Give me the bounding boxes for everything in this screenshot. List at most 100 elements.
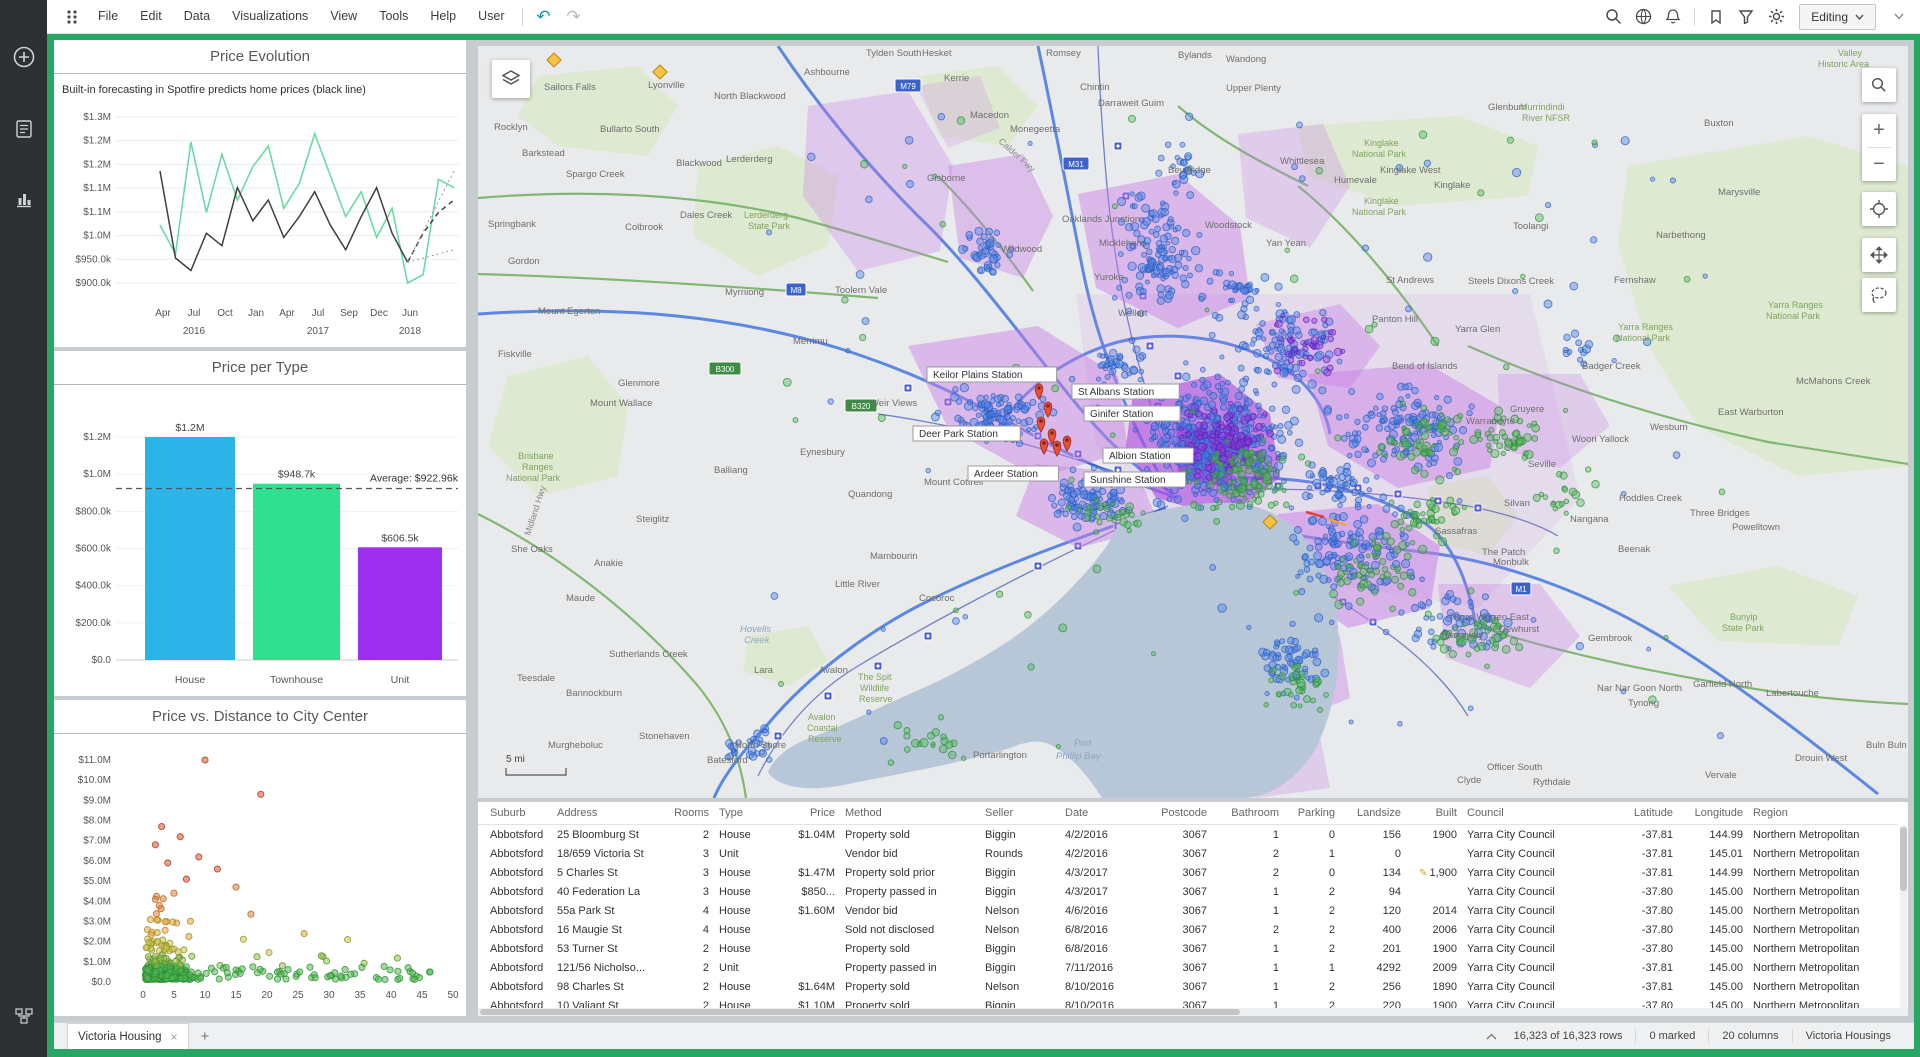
- column-header-bathroom[interactable]: Bathroom: [1212, 802, 1284, 825]
- price-per-type-panel: Price per Type $1.2M $1.0M $800.0k $600.0k $…: [54, 351, 466, 696]
- map-park-label: State Park: [1722, 623, 1765, 633]
- map-pan-button[interactable]: [1862, 238, 1896, 272]
- menu-user[interactable]: User: [478, 9, 505, 23]
- column-header-address[interactable]: Address: [552, 802, 664, 825]
- map-town-label: North Blackwood: [714, 91, 786, 102]
- svg-text:$400.0k: $400.0k: [75, 581, 112, 592]
- column-header-method[interactable]: Method: [840, 802, 980, 825]
- notifications-button[interactable]: [1658, 2, 1688, 32]
- menu-tools[interactable]: Tools: [379, 9, 409, 23]
- map-town-label: Glenmore: [618, 378, 660, 389]
- gear-icon: [1768, 9, 1784, 24]
- data-in-analysis-button[interactable]: [0, 108, 47, 150]
- zoom-in-button[interactable]: +: [1873, 119, 1885, 141]
- visualization-types-button[interactable]: [0, 178, 47, 220]
- column-header-longitude[interactable]: Longitude: [1678, 802, 1748, 825]
- table-row[interactable]: Abbotsford 25 Bloomburg St 2 House $1.04M Pro…: [490, 828, 1860, 841]
- table-row[interactable]: Abbotsford 18/659 Victoria St 3 Unit Vendor …: [490, 847, 1860, 860]
- undo-button[interactable]: ↶: [529, 2, 559, 32]
- map-town-label: Humevale: [1334, 175, 1377, 186]
- search-icon: [1871, 77, 1886, 92]
- column-header-seller[interactable]: Seller: [980, 802, 1060, 825]
- filters-button[interactable]: [1731, 2, 1761, 32]
- map-town-label: Rocklyn: [494, 122, 528, 133]
- redo-button[interactable]: ↷: [559, 2, 589, 32]
- menu-view[interactable]: View: [330, 9, 358, 23]
- table-vertical-scrollbar[interactable]: [1900, 825, 1907, 1011]
- settings-button[interactable]: [1761, 2, 1791, 32]
- search-button[interactable]: [1598, 2, 1628, 32]
- column-header-council[interactable]: Council: [1462, 802, 1606, 825]
- svg-text:35: 35: [354, 990, 366, 1001]
- collapse-toolbar-button[interactable]: [1884, 2, 1914, 32]
- map-town-label: Colbrook: [625, 222, 663, 233]
- add-page-button[interactable]: +: [200, 1027, 210, 1045]
- data-canvas-button[interactable]: [0, 995, 47, 1037]
- data-table-name-status[interactable]: Victoria Housings: [1791, 1029, 1904, 1043]
- map-town-label: Romsey: [1046, 48, 1081, 59]
- column-header-price[interactable]: Price: [772, 802, 840, 825]
- editing-mode-dropdown[interactable]: Editing: [1799, 3, 1876, 30]
- column-header-rooms[interactable]: Rooms: [664, 802, 714, 825]
- table-horizontal-scrollbar[interactable]: [478, 1008, 1908, 1016]
- column-header-region[interactable]: Region: [1748, 802, 1898, 825]
- svg-text:0: 0: [140, 990, 146, 1001]
- chevron-down-icon: [1855, 14, 1864, 20]
- price-distance-scatter-plot[interactable]: $11.0M $10.0M $9.0M $8.0M $7.0M $6.0M $5.0M $4.…: [54, 700, 466, 1016]
- menu-data[interactable]: Data: [183, 9, 211, 23]
- column-header-latitude[interactable]: Latitude: [1606, 802, 1678, 825]
- svg-text:Jun: Jun: [402, 308, 418, 319]
- map-lasso-select-button[interactable]: [1862, 278, 1896, 312]
- zoom-out-button[interactable]: −: [1873, 153, 1885, 175]
- table-row[interactable]: Abbotsford 98 Charles St 2 House $1.64M Prope…: [490, 980, 1860, 993]
- price-per-type-bar-chart[interactable]: $1.2M $1.0M $800.0k $600.0k $400.0k $200.0k $0…: [54, 351, 466, 696]
- map-town-label: Gembrook: [1588, 633, 1633, 644]
- dashboard-workspace: Price Evolution Built-in forecasting in …: [54, 40, 1914, 1022]
- map-town-label: Ashbourne: [804, 67, 850, 78]
- column-header-landsize[interactable]: Landsize: [1340, 802, 1406, 825]
- map-layers-button[interactable]: [492, 60, 530, 98]
- svg-text:$1.0M: $1.0M: [83, 957, 111, 968]
- map-town-label: Warrandyte: [1466, 416, 1515, 427]
- map-town-label: She Oaks: [511, 544, 553, 555]
- tab-victoria-housing[interactable]: Victoria Housing ×: [67, 1023, 189, 1049]
- table-row[interactable]: Abbotsford 121/56 Nicholso... 2 Unit Propert…: [490, 961, 1860, 974]
- svg-text:$2.0M: $2.0M: [83, 937, 111, 948]
- menu-help[interactable]: Help: [430, 9, 457, 23]
- map-town-label: Labertouche: [1766, 688, 1819, 699]
- menu-file[interactable]: File: [98, 9, 119, 23]
- svg-text:Jul: Jul: [188, 308, 201, 319]
- web-player-button[interactable]: [1628, 2, 1658, 32]
- bookmarks-button[interactable]: [1701, 2, 1731, 32]
- chevron-up-icon[interactable]: [1486, 1033, 1497, 1040]
- svg-text:$1.2M: $1.2M: [83, 432, 111, 443]
- svg-text:20: 20: [261, 990, 273, 1001]
- menu-visualizations[interactable]: Visualizations: [232, 9, 309, 23]
- map-town-label: Maude: [566, 593, 595, 604]
- map-reset-zoom-button[interactable]: [1862, 192, 1896, 226]
- map-town-label: Little River: [835, 579, 880, 590]
- map-town-label: Hesket: [922, 48, 952, 59]
- table-row[interactable]: Abbotsford 5 Charles St 3 House $1.47M Proper…: [490, 866, 1860, 879]
- housing-data-table[interactable]: Suburb Address Rooms Type Price Method Seller D…: [478, 802, 1898, 1015]
- table-row[interactable]: Abbotsford 55a Park St 4 House $1.60M Vendor …: [490, 904, 1860, 917]
- add-visualization-button[interactable]: [0, 36, 47, 78]
- map-town-label: Upper Plenty: [1226, 83, 1281, 94]
- map-town-label: Tynong: [1628, 698, 1659, 709]
- price-evolution-line-chart[interactable]: $1.3M $1.2M $1.2M $1.1M $1.1M $1.0M $950.0k $90…: [54, 40, 466, 347]
- column-header-built[interactable]: Built: [1406, 802, 1462, 825]
- table-row[interactable]: Abbotsford 40 Federation La 3 House $850... P…: [490, 885, 1860, 898]
- table-row[interactable]: Abbotsford 53 Turner St 2 House Property sol…: [490, 942, 1860, 955]
- plus-circle-icon: [13, 46, 34, 68]
- table-row[interactable]: Abbotsford 16 Maugie St 4 House Sold not dis…: [490, 923, 1860, 936]
- close-tab-icon[interactable]: ×: [170, 1029, 178, 1044]
- column-header-parking[interactable]: Parking: [1284, 802, 1340, 825]
- column-header-suburb[interactable]: Suburb: [478, 802, 552, 825]
- map-search-button[interactable]: [1862, 68, 1896, 102]
- menu-edit[interactable]: Edit: [140, 9, 162, 23]
- housing-map[interactable]: M8 M79 M31 M1 B300 B320 Sailors Falls Lyonville…: [478, 46, 1908, 798]
- column-header-type[interactable]: Type: [714, 802, 772, 825]
- column-header-postcode[interactable]: Postcode: [1134, 802, 1212, 825]
- app-menu-button[interactable]: [57, 2, 87, 32]
- column-header-date[interactable]: Date: [1060, 802, 1134, 825]
